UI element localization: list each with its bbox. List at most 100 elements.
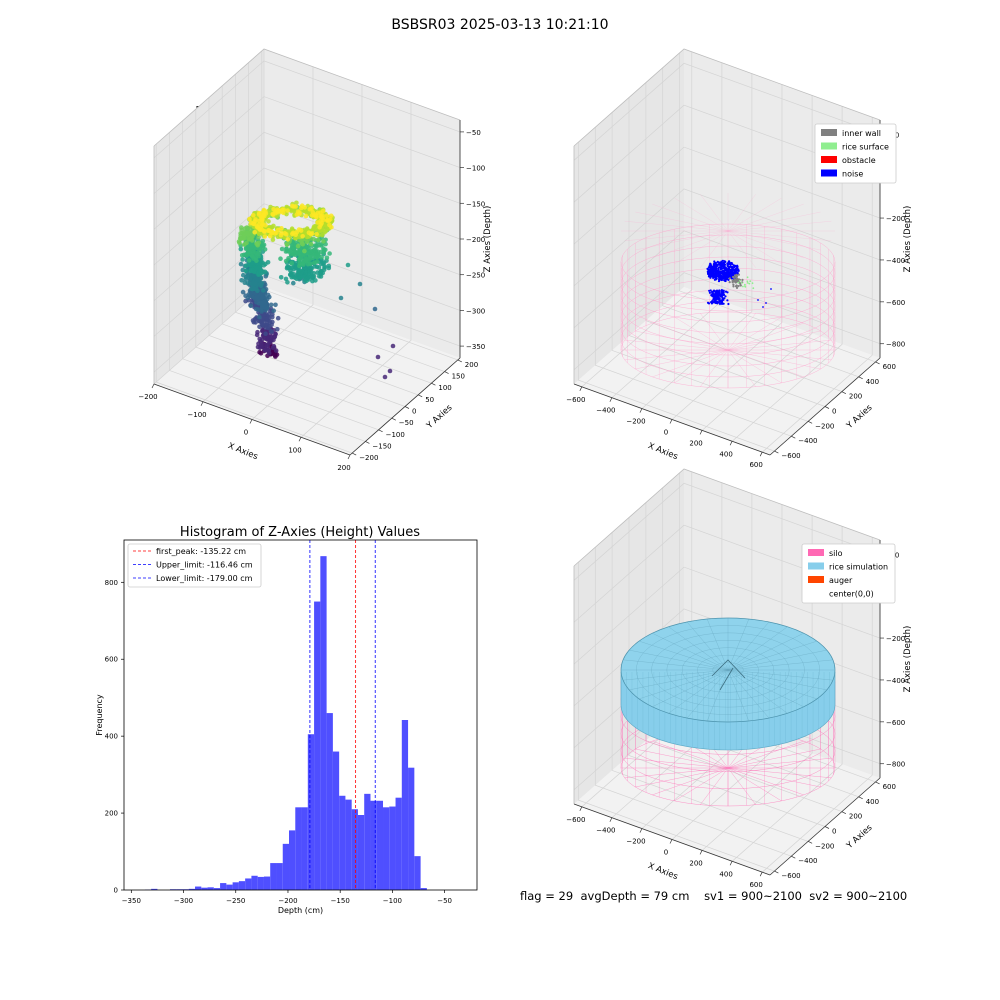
plot2-noise-point	[721, 272, 725, 275]
plot3-bar	[332, 751, 340, 890]
plot2-noise-point	[723, 263, 726, 266]
plot2-pane-edge	[573, 48, 881, 147]
plot2-noise-point	[718, 302, 722, 305]
plot1-point	[323, 228, 329, 234]
plot1-x-tick	[151, 383, 155, 389]
plot2-legend-swatch	[821, 156, 837, 163]
plot4-silo-spoke	[635, 767, 729, 788]
plot2-rice-surface-point	[737, 281, 740, 284]
plot2-z-tick-label: −800	[886, 341, 905, 349]
plot1-point	[314, 259, 320, 264]
plot2-noise-point	[726, 299, 729, 302]
plot1-point	[271, 223, 276, 229]
plot2-silo-top-spoke	[635, 230, 729, 251]
footer-sv2: sv2 = 900~2100	[809, 889, 908, 903]
plot4-grid-z	[573, 482, 881, 581]
plot2-noise-point	[720, 266, 723, 269]
plot2-x-tick	[609, 397, 613, 402]
plot1-point	[285, 208, 290, 213]
plot1-point	[278, 275, 284, 280]
plot2-silo-top-spoke	[700, 230, 729, 268]
figure-suptitle: BSBSR03 2025-03-13 10:21:10	[391, 17, 609, 33]
plot4-rice-mesh-spoke	[727, 633, 804, 671]
plot2-legend-swatch	[821, 129, 837, 136]
plot3-legend-label: Upper_limit: -116.46 cm	[156, 561, 253, 570]
plot4-rice-mesh-spoke	[686, 621, 729, 671]
plot4-silo-spoke	[652, 740, 729, 769]
plot1-x-tick	[298, 437, 302, 442]
plot2-noise-point	[714, 293, 717, 296]
plot2-silo-top-spoke	[727, 230, 756, 268]
plot1-point	[291, 266, 297, 272]
plot1-axes: −200−1000100200−200−150−100−500501001502…	[138, 48, 493, 472]
plot1-point	[278, 256, 283, 262]
plot2-noise-point	[718, 291, 721, 294]
plot4-y-tick-label: −400	[798, 857, 817, 865]
plot3-bar	[257, 876, 264, 890]
plot3-axes: −350 −300 −250 −200 −150 −100 −50 0 200 400 600 800…	[95, 539, 478, 915]
plot3-bar	[364, 793, 371, 890]
plot1-point	[266, 350, 272, 356]
plot1-pane-edge	[153, 48, 461, 147]
plot2-inner-wall-point	[739, 283, 742, 287]
plot4-x-tick-label: 0	[664, 849, 668, 857]
plot1-point	[253, 255, 259, 260]
plot2-x-tick	[669, 419, 673, 424]
plot2-noise-point	[721, 259, 725, 262]
plot3-legend: first_peak: -135.22 cm Upper_limit: -116.…	[127, 543, 262, 588]
plot1-point	[314, 264, 320, 270]
plot2-y-tick-label: −600	[781, 452, 800, 460]
plot3-y-tick-label: 0	[114, 887, 118, 895]
plot1-point	[287, 265, 293, 271]
plot2-noise-point	[712, 272, 715, 275]
plot4-y-tick	[858, 796, 863, 800]
plot2-noise-point	[731, 263, 734, 266]
plot1-point	[240, 257, 245, 262]
plot1-point	[329, 225, 334, 230]
plot2-noise-point	[765, 302, 767, 304]
plot2-silo-spoke	[635, 330, 729, 351]
plot2-noise-point	[712, 269, 715, 272]
plot1-y-tick-label: 200	[465, 361, 478, 369]
plot3-bar	[238, 881, 246, 890]
plot4-legend-swatch	[808, 549, 824, 556]
plot2-legend-box	[814, 123, 897, 184]
plot1-point	[254, 294, 259, 300]
plot1-point	[239, 278, 244, 283]
plot1-point	[251, 213, 256, 218]
plot3-xlabel: Depth (cm)	[278, 906, 323, 915]
plot1-point	[315, 210, 321, 216]
plot4-y-tick-label: 400	[866, 798, 879, 806]
plot2-inner-wall-point	[735, 276, 738, 279]
plot3-y-tick-label: 400	[105, 733, 118, 741]
plot2-noise-point	[724, 267, 727, 270]
plot2-noise-point	[712, 297, 715, 301]
plot2-grid-z	[573, 272, 881, 370]
plot2-grid-y	[611, 112, 809, 422]
plot2-noise-point	[716, 295, 719, 298]
plot2-silo-top-spoke	[727, 220, 832, 232]
plot2-inner-wall-point	[735, 278, 738, 282]
plot1-point	[258, 343, 264, 348]
plot1-x-tick	[200, 401, 204, 406]
plot2-noise-point	[719, 299, 723, 302]
plot2-noise-point	[737, 268, 740, 271]
plot2-grid-y	[578, 142, 775, 452]
plot2-noise-point	[716, 260, 719, 263]
plot1-point	[299, 239, 304, 245]
plot4-x-tick-label: 600	[749, 881, 762, 889]
plot1-point	[390, 343, 396, 349]
plot2-noise-point	[713, 260, 716, 263]
plot4-rice-mesh-spoke	[668, 626, 729, 671]
plot2-rice-surface-point	[739, 279, 741, 282]
plot2-noise-point	[709, 262, 712, 265]
plot1-x-tick-label: −100	[187, 411, 206, 419]
plot2-silo-top-spoke	[727, 230, 821, 251]
plot4-grid-y	[594, 547, 792, 857]
plot2-rice-surface-point	[751, 282, 754, 285]
plot2-noise-point	[719, 276, 722, 279]
plot1-point	[305, 261, 311, 267]
plot2-noise-point	[715, 267, 718, 270]
plot2-silo-spoke	[674, 349, 729, 384]
plot1-point	[262, 229, 267, 234]
